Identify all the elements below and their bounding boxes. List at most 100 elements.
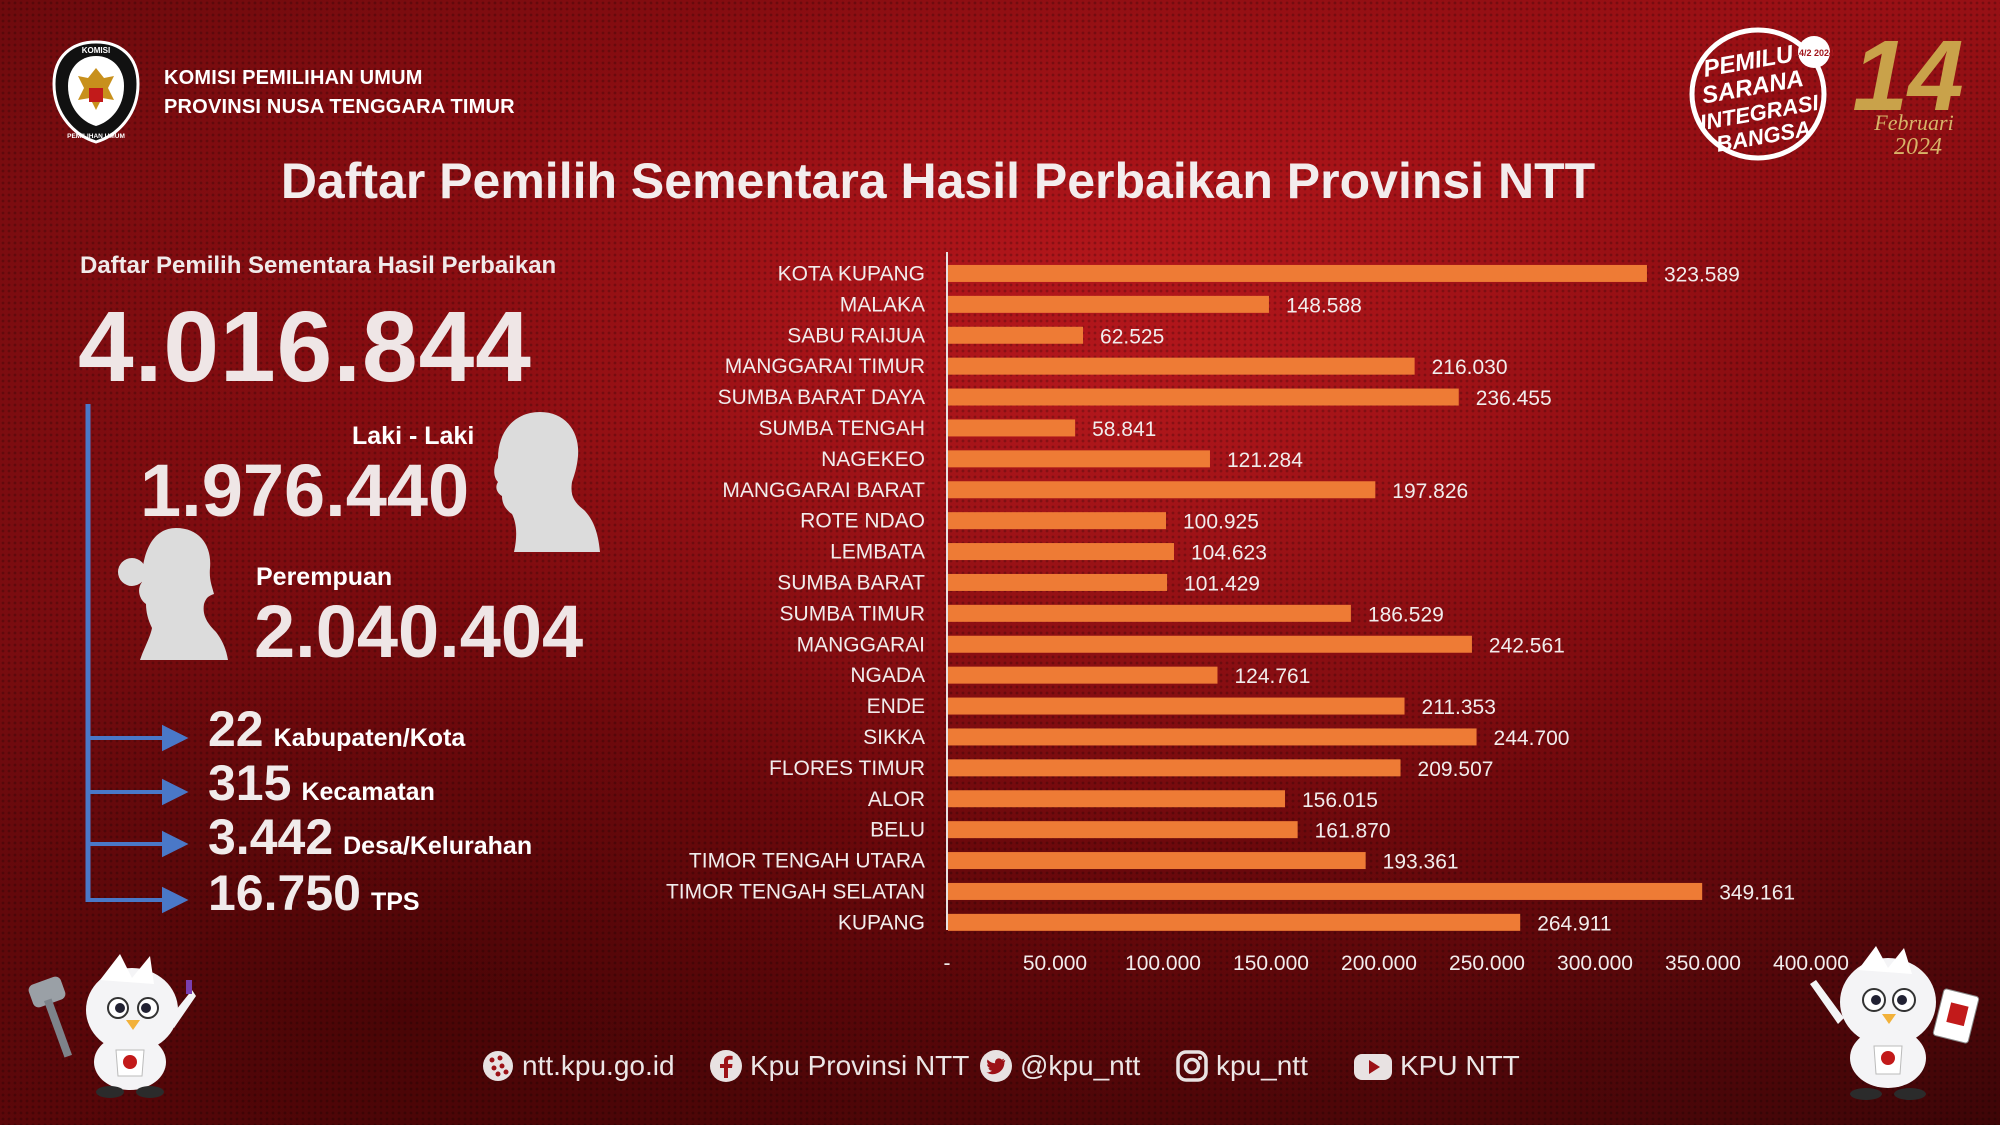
- bar-20: [948, 882, 1703, 900]
- voters-bar-chart: KOTA KUPANG 323.589 MALAKA 148.588 SABU RAIJ…: [666, 252, 1849, 975]
- category-label-3: MANGGARAI TIMUR: [725, 355, 925, 378]
- value-label-4: 236.455: [1476, 387, 1552, 410]
- kpu-logo: KOMISI PEMILIHAN UMUM: [52, 40, 140, 144]
- category-label-11: SUMBA TIMUR: [780, 602, 925, 625]
- date-month: Februari: [1873, 110, 1953, 135]
- category-label-7: MANGGARAI BARAT: [722, 479, 925, 502]
- stat-label: Desa/Kelurahan: [343, 832, 533, 860]
- female-label: Perempuan: [256, 563, 393, 591]
- male-label: Laki - Laki: [352, 422, 475, 450]
- bar-4: [948, 388, 1459, 406]
- facebook-icon: [710, 1050, 742, 1082]
- twitter-icon: [980, 1050, 1012, 1082]
- x-tick-label-4: 200.000: [1341, 952, 1417, 975]
- bar-1: [948, 295, 1269, 313]
- value-label-12: 242.561: [1489, 634, 1565, 657]
- stat-value: 3.442: [208, 809, 334, 865]
- bar-11: [948, 604, 1351, 622]
- value-label-9: 104.623: [1191, 542, 1267, 565]
- x-tick-label-5: 250.000: [1449, 952, 1525, 975]
- website-text: ntt.kpu.go.id: [522, 1050, 675, 1081]
- x-tick-label-3: 150.000: [1233, 952, 1309, 975]
- mascot-left-image: [28, 954, 196, 1098]
- value-label-1: 148.588: [1286, 294, 1362, 317]
- facebook-text: Kpu Provinsi NTT: [750, 1050, 970, 1081]
- value-label-20: 349.161: [1719, 881, 1795, 904]
- value-label-17: 156.015: [1302, 789, 1378, 812]
- category-label-12: MANGGARAI: [797, 633, 925, 656]
- value-label-13: 124.761: [1234, 665, 1310, 688]
- date-year: 2024: [1894, 134, 1942, 160]
- facebook-link[interactable]: Kpu Provinsi NTT: [708, 1048, 969, 1084]
- stat-row-regencies: 22 Kabupaten/Kota: [208, 700, 465, 758]
- stat-row-districts: 315 Kecamatan: [208, 754, 435, 812]
- bar-15: [948, 728, 1477, 746]
- category-label-2: SABU RAIJUA: [787, 324, 925, 347]
- stat-label: TPS: [370, 888, 420, 916]
- date-number: 14: [1852, 20, 1963, 132]
- male-silhouette-icon: [494, 412, 600, 552]
- value-label-5: 58.841: [1092, 418, 1156, 441]
- youtube-icon: [1354, 1054, 1392, 1080]
- page-title: Daftar Pemilih Sementara Hasil Perbaikan…: [280, 153, 1596, 209]
- category-label-13: NGADA: [850, 664, 925, 687]
- value-label-16: 209.507: [1418, 758, 1494, 781]
- logo-text-bottom: PEMILIHAN UMUM: [67, 133, 125, 140]
- bar-10: [948, 573, 1168, 591]
- value-label-7: 197.826: [1392, 480, 1468, 503]
- category-label-0: KOTA KUPANG: [778, 262, 925, 285]
- youtube-link[interactable]: KPU NTT: [1352, 1048, 1520, 1084]
- globe-icon: [483, 1051, 513, 1081]
- bar-3: [948, 357, 1415, 375]
- male-value: 1.976.440: [140, 449, 470, 532]
- bar-17: [948, 790, 1285, 808]
- stats-bracket: [85, 404, 189, 914]
- org-line-1: KOMISI PEMILIHAN UMUM: [164, 67, 423, 89]
- stat-value: 22: [208, 701, 264, 757]
- value-label-2: 62.525: [1100, 325, 1164, 348]
- stat-value: 16.750: [208, 865, 361, 921]
- category-label-18: BELU: [870, 819, 925, 842]
- bar-19: [948, 852, 1366, 870]
- bar-2: [948, 326, 1084, 344]
- total-voters-value: 4.016.844: [78, 291, 532, 403]
- value-label-3: 216.030: [1432, 356, 1508, 379]
- category-label-14: ENDE: [867, 695, 925, 718]
- bar-13: [948, 666, 1218, 684]
- value-label-21: 264.911: [1537, 912, 1611, 935]
- bar-8: [948, 512, 1166, 530]
- bar-9: [948, 543, 1174, 561]
- x-tick-label-1: 50.000: [1023, 952, 1087, 975]
- category-label-19: TIMOR TENGAH UTARA: [689, 850, 925, 873]
- value-label-6: 121.284: [1227, 449, 1303, 472]
- value-label-8: 100.925: [1183, 511, 1259, 534]
- stat-value: 315: [208, 755, 292, 811]
- mascot-right-image: [1810, 946, 1980, 1100]
- category-label-6: NAGEKEO: [821, 448, 925, 471]
- category-label-8: ROTE NDAO: [800, 510, 925, 533]
- youtube-text: KPU NTT: [1400, 1050, 1520, 1081]
- x-tick-label-6: 300.000: [1557, 952, 1633, 975]
- category-label-5: SUMBA TENGAH: [759, 417, 925, 440]
- bar-0: [948, 264, 1647, 282]
- date-badge: 14 Februari 2024: [1852, 20, 1963, 160]
- bar-6: [948, 450, 1210, 468]
- election-badge: PEMILU SARANA INTEGRASI BANGSA 14/2 2024: [1689, 27, 1834, 161]
- value-label-15: 244.700: [1494, 727, 1570, 750]
- bar-14: [948, 697, 1405, 715]
- twitter-link[interactable]: @kpu_ntt: [978, 1048, 1140, 1084]
- category-label-1: MALAKA: [840, 293, 925, 316]
- instagram-link[interactable]: kpu_ntt: [1174, 1048, 1308, 1084]
- org-line-2: PROVINSI NUSA TENGGARA TIMUR: [164, 96, 515, 118]
- stat-label: Kabupaten/Kota: [273, 724, 466, 752]
- website-link[interactable]: ntt.kpu.go.id: [480, 1048, 675, 1084]
- instagram-text: kpu_ntt: [1216, 1050, 1308, 1081]
- value-label-19: 193.361: [1383, 851, 1459, 874]
- category-label-10: SUMBA BARAT: [777, 571, 925, 594]
- bar-21: [948, 913, 1521, 931]
- bar-5: [948, 419, 1076, 437]
- bar-18: [948, 821, 1298, 839]
- x-tick-label-7: 350.000: [1665, 952, 1741, 975]
- value-label-11: 186.529: [1368, 603, 1444, 626]
- value-label-10: 101.429: [1184, 572, 1260, 595]
